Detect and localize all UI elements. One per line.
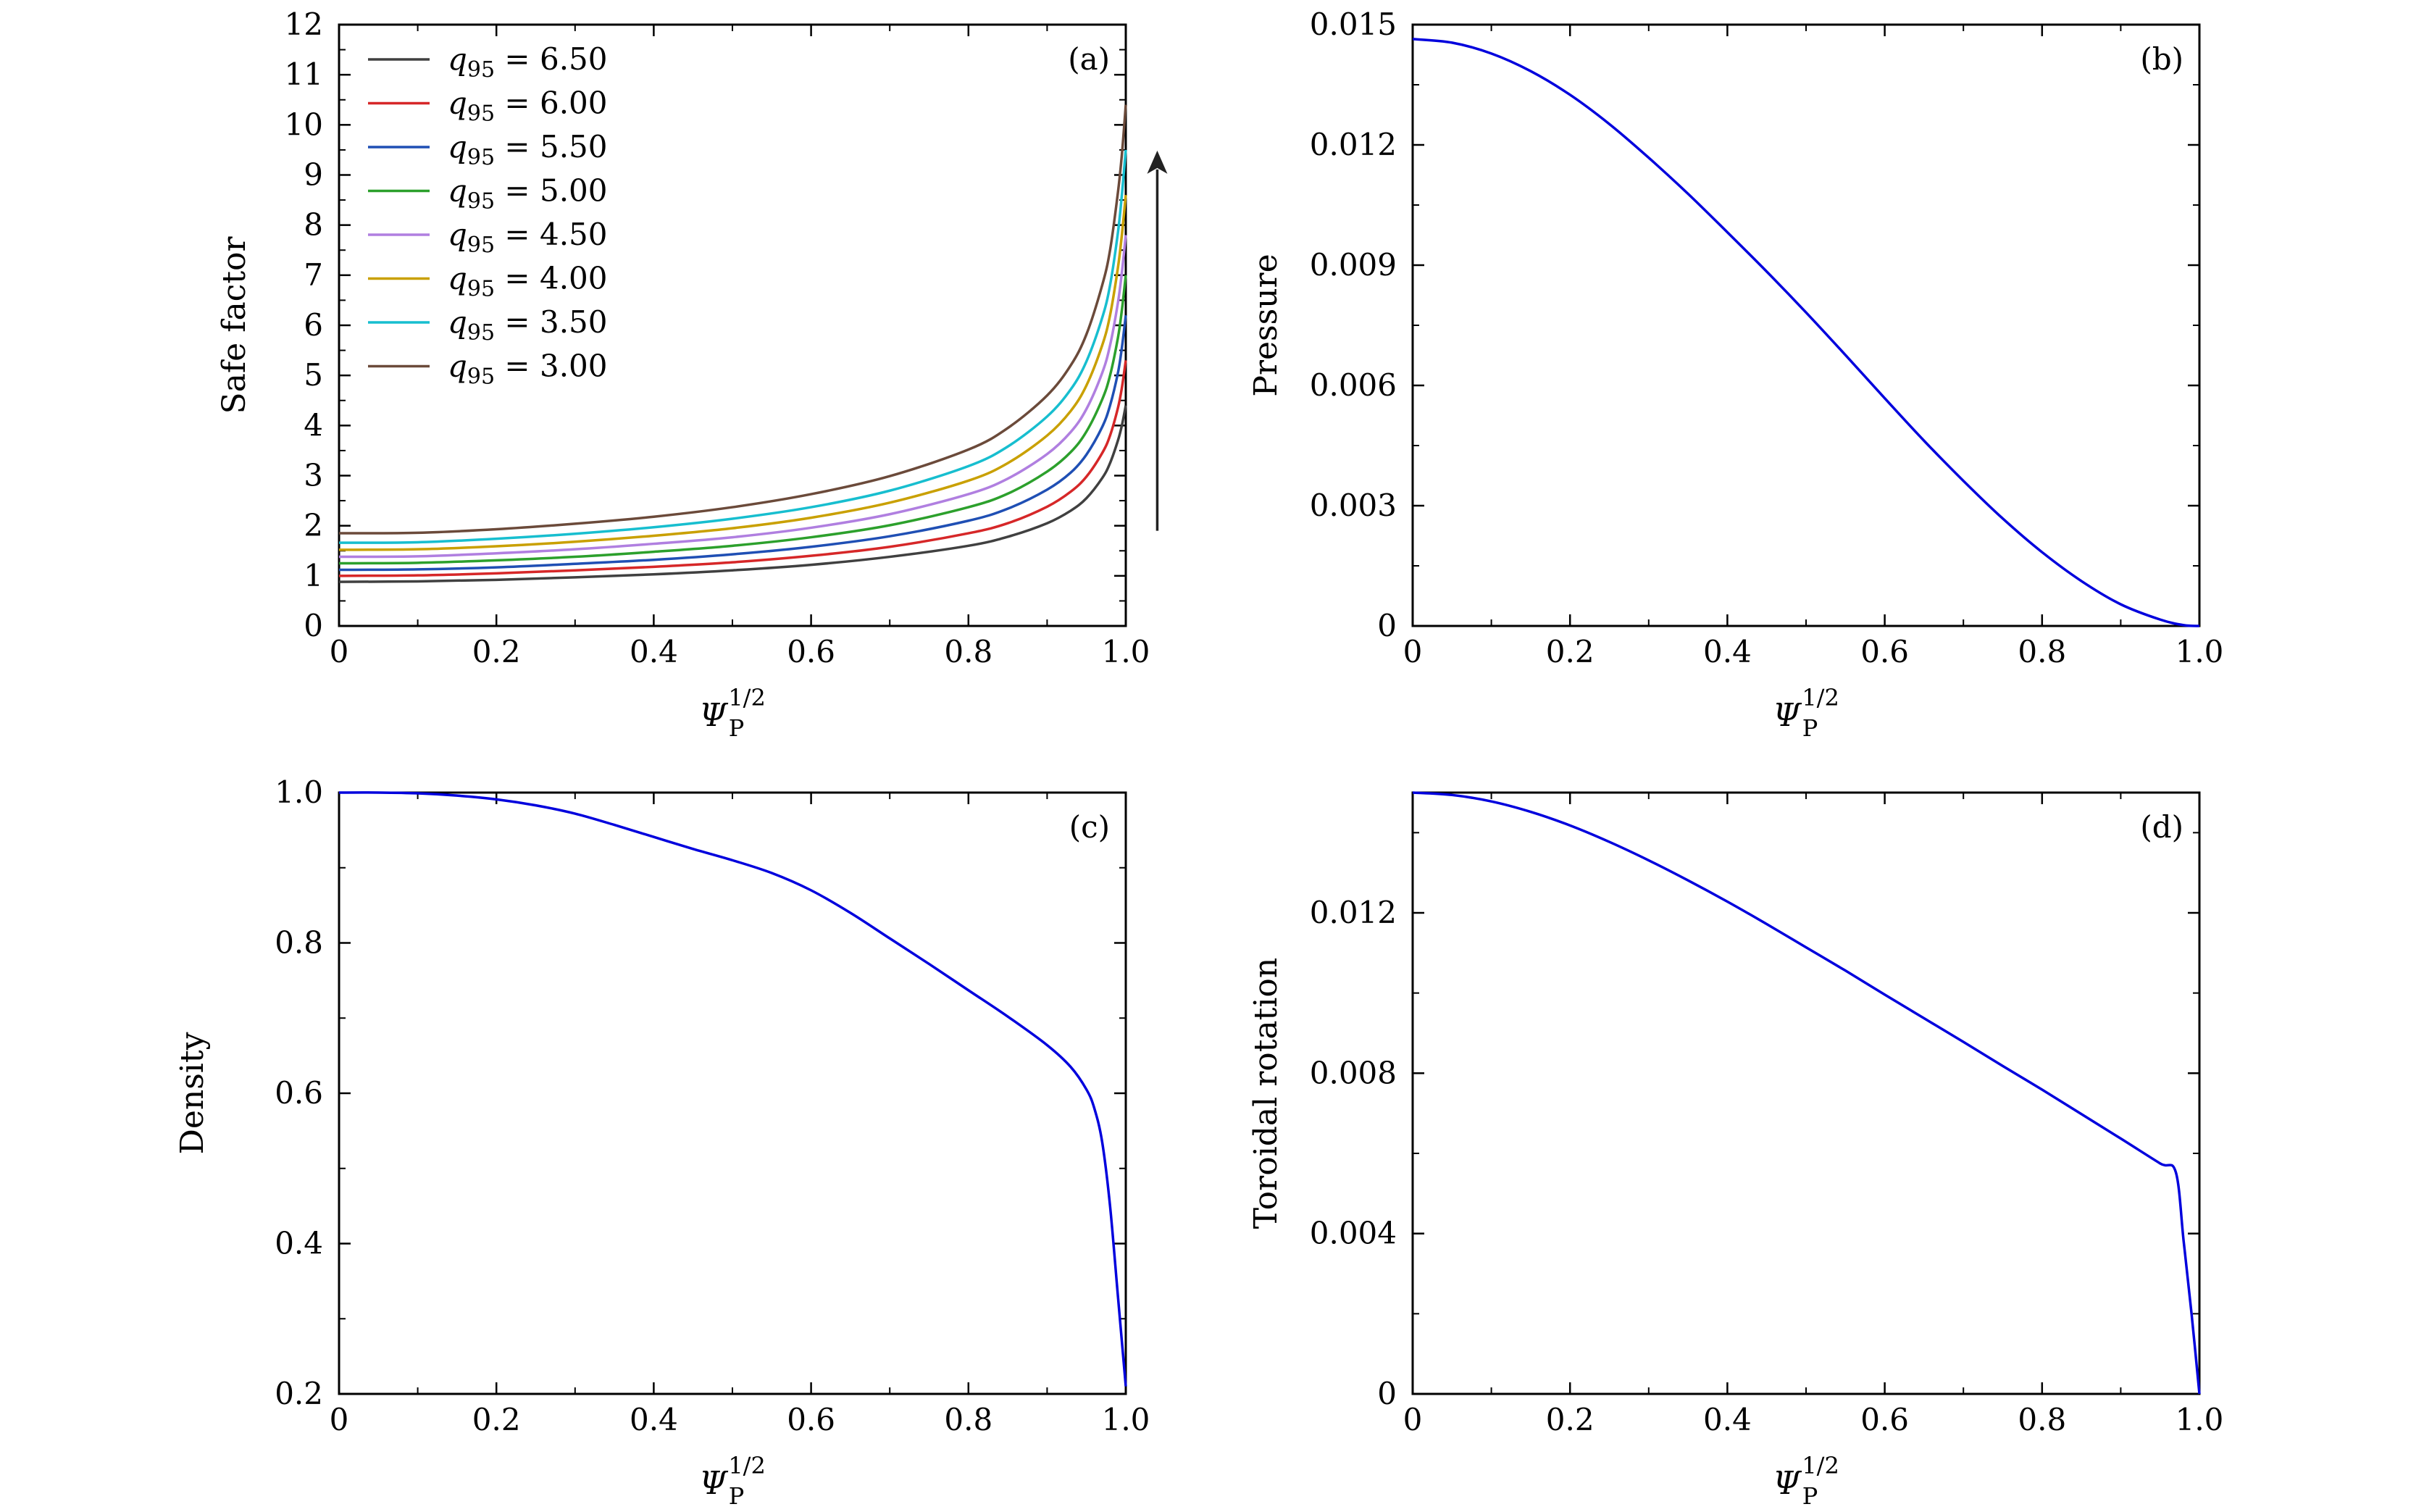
panel-label: (d) xyxy=(2140,809,2183,845)
y-tick-label: 0.6 xyxy=(275,1075,323,1111)
y-tick-label: 5 xyxy=(304,357,323,393)
panels: 0 0.2 0.4 0.6 0.8 1.00123456789101112(a)ΨP1/2… xyxy=(174,7,2223,1510)
x-tick-label: 0.8 xyxy=(944,634,992,669)
x-axis-title: ΨP1/2 xyxy=(699,684,766,742)
legend-entry: q95 = 5.50 xyxy=(448,129,608,170)
panel-label: (c) xyxy=(1069,809,1110,845)
series-line xyxy=(339,791,1127,1387)
y-tick-label: 10 xyxy=(285,106,323,142)
y-axis-title: Safe factor xyxy=(216,236,253,414)
series-group xyxy=(1413,791,2201,1395)
y-tick-label: 0.006 xyxy=(1310,367,1397,403)
y-tick-label: 0.4 xyxy=(275,1226,323,1261)
y-tick-label: 8 xyxy=(304,207,323,243)
series-group xyxy=(339,791,1127,1387)
series-line xyxy=(339,405,1127,583)
x-tick-label: 0.2 xyxy=(472,634,521,669)
x-tick-label: 0 xyxy=(1403,634,1423,669)
x-axis-title: ΨP1/2 xyxy=(699,1452,766,1510)
x-tick-label: 0 xyxy=(330,634,349,669)
y-tick-label: 0.012 xyxy=(1310,127,1397,162)
x-tick-label: 0.6 xyxy=(787,634,835,669)
legend-entry: q95 = 6.00 xyxy=(448,85,608,127)
x-axis-title: ΨP1/2 xyxy=(1773,1452,1839,1510)
x-tick-label: 1.0 xyxy=(1102,1402,1150,1437)
series-line xyxy=(339,314,1127,572)
x-tick-label: 0.4 xyxy=(630,634,678,669)
x-tick-label: 0.4 xyxy=(1703,634,1752,669)
x-tick-label: 0.6 xyxy=(1860,634,1909,669)
y-tick-label: 4 xyxy=(304,407,323,443)
series-group xyxy=(1413,38,2200,627)
y-axis-title: Toroidal rotation xyxy=(1247,958,1284,1229)
series-line xyxy=(339,275,1127,565)
x-tick-label: 0.8 xyxy=(2018,1402,2066,1437)
panel-label: (b) xyxy=(2140,41,2183,77)
panel-d: 0 0.2 0.4 0.6 0.8 1.0 0 0.004 0.008 0.012 (d) ΨP1/2… xyxy=(1247,791,2224,1510)
y-tick-label: 7 xyxy=(304,257,323,293)
x-tick-label: 0.6 xyxy=(1860,1402,1909,1437)
y-tick-label: 3 xyxy=(304,458,323,493)
y-tick-label: 12 xyxy=(285,7,323,42)
x-tick-label: 0.4 xyxy=(1703,1402,1752,1437)
x-tick-label: 1.0 xyxy=(1102,634,1150,669)
panel-a: 0 0.2 0.4 0.6 0.8 1.00123456789101112(a)ΨP1/2… xyxy=(216,7,1168,742)
y-tick-label: 0.003 xyxy=(1310,488,1397,523)
y-tick-label: 0.015 xyxy=(1310,7,1397,42)
x-tick-label: 0.4 xyxy=(630,1402,678,1437)
x-tick-label: 0.2 xyxy=(472,1402,521,1437)
y-tick-label: 1.0 xyxy=(275,774,323,810)
series-group xyxy=(339,104,1127,583)
legend-entry: q95 = 4.00 xyxy=(448,261,608,302)
y-tick-label: 0.012 xyxy=(1310,895,1397,930)
x-tick-label: 0.8 xyxy=(2018,634,2066,669)
series-line xyxy=(339,194,1127,551)
series-line xyxy=(339,104,1127,535)
x-tick-label: 0.2 xyxy=(1546,634,1595,669)
y-tick-label: 0.008 xyxy=(1310,1055,1397,1090)
y-tick-label: 11 xyxy=(285,57,323,92)
series-line xyxy=(1413,791,2201,1395)
y-tick-label: 0.2 xyxy=(275,1376,323,1411)
x-tick-label: 1.0 xyxy=(2176,1402,2224,1437)
legend-entry: q95 = 5.00 xyxy=(448,173,608,214)
y-tick-label: 2 xyxy=(304,508,323,543)
x-axis-title: ΨP1/2 xyxy=(1773,684,1839,742)
x-tick-label: 0.8 xyxy=(944,1402,992,1437)
y-tick-label: 6 xyxy=(304,307,323,343)
y-tick-label: 0.004 xyxy=(1310,1216,1397,1251)
y-tick-label: 0.009 xyxy=(1310,247,1397,283)
series-line xyxy=(339,149,1127,544)
y-tick-label: 0 xyxy=(1377,1376,1397,1411)
x-tick-label: 0.2 xyxy=(1546,1402,1595,1437)
x-tick-label: 1.0 xyxy=(2176,634,2224,669)
series-line xyxy=(339,235,1127,559)
legend-entry: q95 = 3.00 xyxy=(448,348,608,390)
y-tick-label: 1 xyxy=(304,558,323,593)
y-tick-label: 0 xyxy=(304,608,323,643)
x-tick-label: 0.6 xyxy=(787,1402,835,1437)
x-tick-label: 0 xyxy=(330,1402,349,1437)
legend-entry: q95 = 3.50 xyxy=(448,304,608,346)
panel-label: (a) xyxy=(1068,41,1110,77)
panel-c: 0 0.2 0.4 0.6 0.8 1.00.20.40.60.81.0(c)ΨP1/2D… xyxy=(174,774,1150,1510)
y-tick-label: 0 xyxy=(1377,608,1397,643)
x-tick-label: 0 xyxy=(1403,1402,1423,1437)
y-tick-label: 9 xyxy=(304,157,323,193)
series-line xyxy=(1413,38,2200,627)
series-line xyxy=(339,360,1127,577)
y-tick-label: 0.8 xyxy=(275,925,323,961)
y-axis-title: Density xyxy=(174,1032,211,1154)
legend-entry: q95 = 4.50 xyxy=(448,217,608,258)
arrow-head xyxy=(1147,150,1168,174)
y-axis-title: Pressure xyxy=(1247,254,1284,396)
panel-b: 0 0.2 0.4 0.6 0.8 1.0 0 0.003 0.006 0.009 0.012 0.0… xyxy=(1247,7,2223,742)
legend-entry: q95 = 6.50 xyxy=(448,41,608,83)
